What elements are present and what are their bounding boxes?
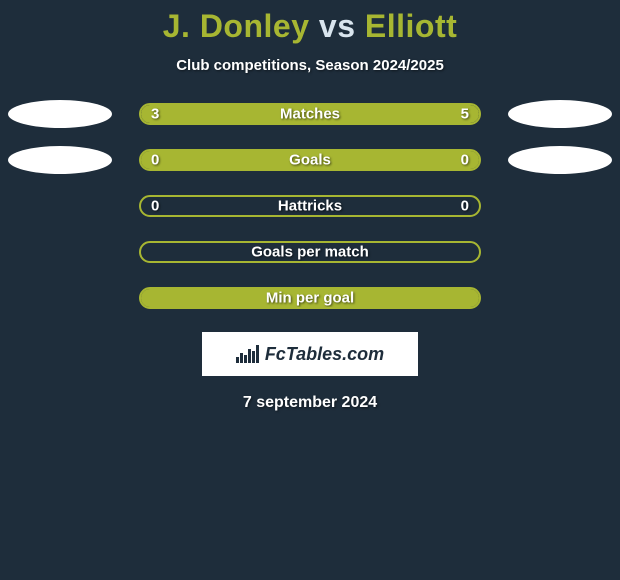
stat-label: Min per goal bbox=[266, 290, 354, 307]
stat-label: Goals per match bbox=[251, 244, 369, 261]
stat-value-left: 0 bbox=[151, 198, 159, 215]
player1-name: J. Donley bbox=[163, 8, 310, 44]
date-text: 7 september 2024 bbox=[243, 394, 377, 412]
stat-row: Hattricks 0 0 bbox=[0, 194, 620, 218]
stat-value-right: 0 bbox=[461, 152, 469, 169]
player2-badge bbox=[508, 100, 612, 128]
stat-label: Goals bbox=[289, 152, 331, 169]
stat-rows: Matches 3 5 Goals 0 0 Hattricks 0 0 Goals per mat… bbox=[0, 102, 620, 310]
player2-badge bbox=[508, 146, 612, 174]
player2-name: Elliott bbox=[365, 8, 457, 44]
stat-value-left: 0 bbox=[151, 152, 159, 169]
stat-bar: Min per goal bbox=[139, 287, 481, 309]
stat-bar: Hattricks 0 0 bbox=[139, 195, 481, 217]
title: J. Donley vs Elliott bbox=[163, 8, 458, 45]
logo-chart-icon bbox=[236, 345, 259, 363]
player1-badge bbox=[8, 100, 112, 128]
stat-value-left: 3 bbox=[151, 106, 159, 123]
stat-label: Hattricks bbox=[278, 198, 342, 215]
stat-row: Matches 3 5 bbox=[0, 102, 620, 126]
logo-box: FcTables.com bbox=[202, 332, 418, 376]
stat-bar: Goals 0 0 bbox=[139, 149, 481, 171]
stat-label: Matches bbox=[280, 106, 340, 123]
subtitle: Club competitions, Season 2024/2025 bbox=[176, 57, 444, 74]
stat-value-right: 0 bbox=[461, 198, 469, 215]
logo-text: FcTables.com bbox=[265, 344, 384, 365]
stat-row: Goals 0 0 bbox=[0, 148, 620, 172]
stat-row: Min per goal bbox=[0, 286, 620, 310]
stat-value-right: 5 bbox=[461, 106, 469, 123]
stat-bar: Goals per match bbox=[139, 241, 481, 263]
comparison-infographic: J. Donley vs Elliott Club competitions, … bbox=[0, 0, 620, 412]
player1-badge bbox=[8, 146, 112, 174]
vs-text: vs bbox=[319, 8, 356, 44]
stat-bar: Matches 3 5 bbox=[139, 103, 481, 125]
stat-row: Goals per match bbox=[0, 240, 620, 264]
